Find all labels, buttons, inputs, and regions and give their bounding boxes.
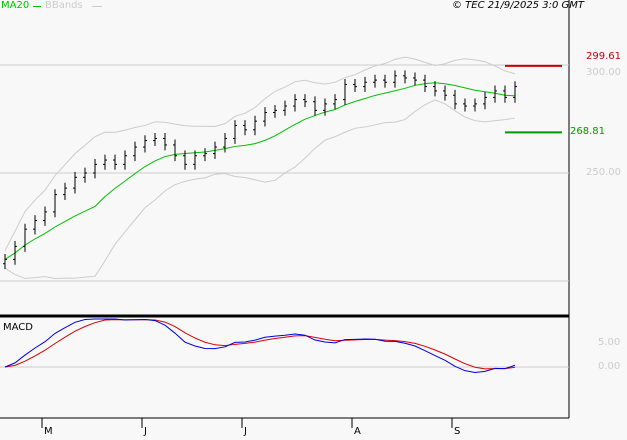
macd-signal-line [4,319,516,370]
bb-lower-line [4,99,516,279]
ytick-250: 250.00 [586,167,621,178]
copyright: © TEC 21/9/2025 3:0 GMT [452,0,584,11]
macd-ytick-5: 5.00 [598,337,621,348]
x-label: J [144,426,147,437]
x-label: S [454,426,461,437]
resistance-label: 299.61 [586,51,621,62]
macd-line [4,318,516,374]
macd-ytick-0: 0.00 [598,361,621,372]
legend-bbands-swatch [92,6,102,7]
legend-ma20: MA20 [1,0,30,11]
ma20-line [4,82,516,260]
support-label: 268.81 [570,126,605,137]
x-label: J [244,426,247,437]
bb-upper-line [4,56,516,251]
ytick-300: 300.00 [586,67,621,78]
legend-bbands: BBands [45,0,83,11]
x-label: M [44,426,53,437]
legend-ma20-swatch [33,6,41,7]
macd-title: MACD [3,322,33,333]
x-label: A [354,426,361,437]
